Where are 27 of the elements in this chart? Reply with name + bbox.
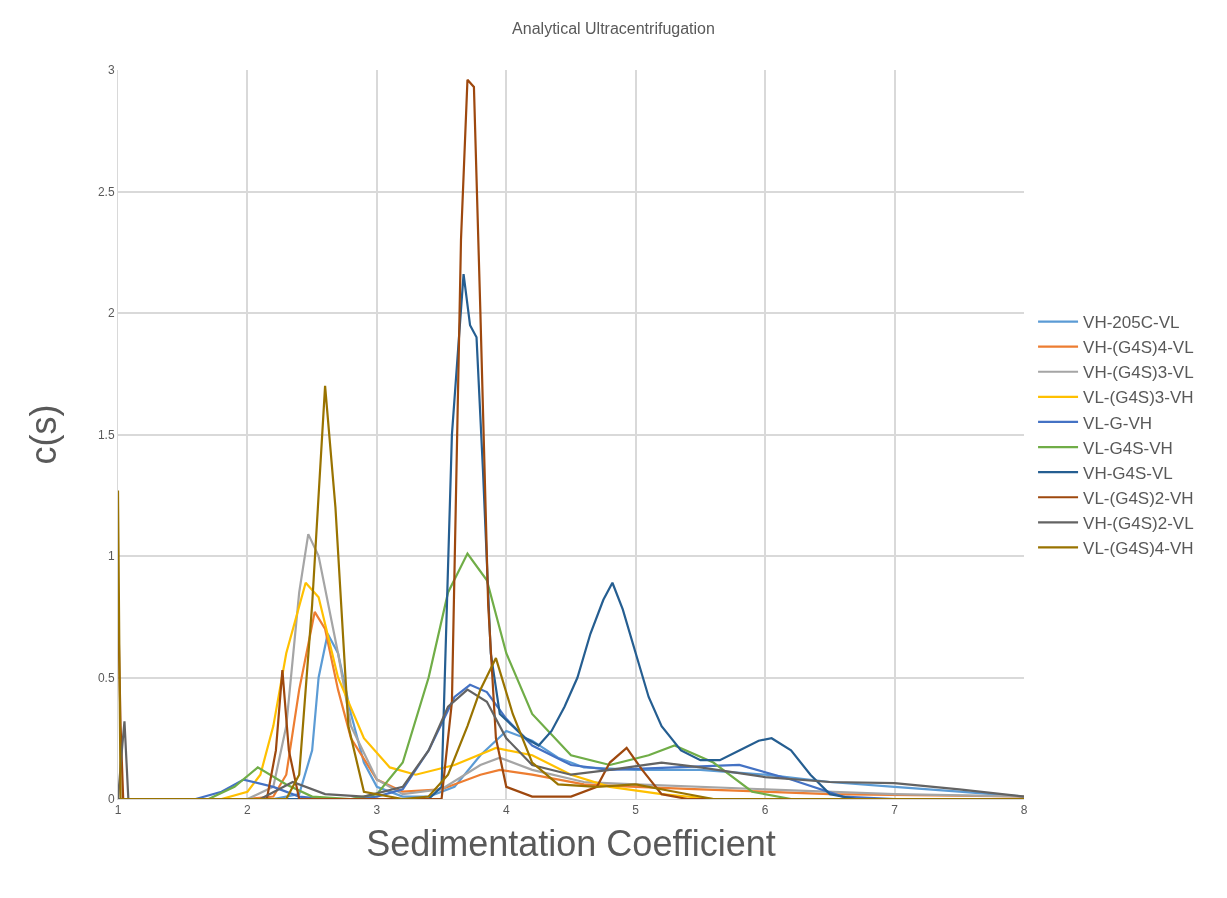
chart-title: Analytical Ultracentrifugation: [512, 19, 715, 37]
y-tick-label: 2.5: [97, 184, 115, 199]
x-tick-label: 5: [632, 803, 640, 818]
y-axis-title: c(s): [22, 404, 64, 465]
legend-label: VL-(G4S)2-VH: [1083, 488, 1194, 508]
x-tick-label: 6: [761, 803, 769, 818]
legend-label: VL-(G4S)3-VH: [1083, 388, 1194, 408]
legend-label: VL-(G4S)4-VH: [1083, 539, 1194, 559]
y-tick-label: 3: [107, 63, 115, 78]
x-tick-label: 7: [891, 803, 899, 818]
legend-label: VL-G-VH: [1083, 413, 1153, 433]
legend-label: VH-205C-VL: [1083, 313, 1180, 333]
x-axis-title: Sedimentation Coefficient: [366, 823, 776, 865]
y-tick-label: 0: [107, 792, 115, 807]
y-tick-label: 1.5: [97, 427, 115, 442]
legend-label: VH-(G4S)2-VL: [1083, 513, 1194, 533]
legend-label: VH-(G4S)4-VL: [1083, 338, 1194, 358]
x-tick-label: 3: [373, 803, 381, 818]
legend-label: VH-G4S-VL: [1083, 463, 1173, 483]
x-tick-label: 8: [1020, 803, 1028, 818]
y-tick-label: 1: [107, 549, 115, 564]
legend-label: VH-(G4S)3-VL: [1083, 363, 1194, 383]
x-tick-label: 4: [502, 803, 510, 818]
legend-label: VL-G4S-VH: [1083, 438, 1173, 458]
y-tick-label: 2: [107, 306, 115, 321]
x-tick-label: 2: [244, 803, 252, 818]
y-tick-label: 0.5: [97, 670, 115, 685]
